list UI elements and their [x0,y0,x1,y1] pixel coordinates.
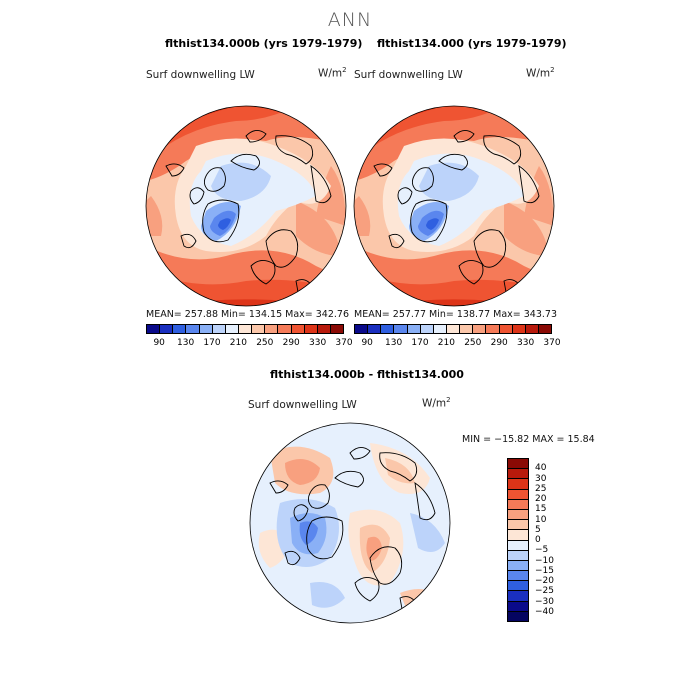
diff-polar-map [249,422,451,624]
colorbar-swatch [538,325,552,333]
colorbar-swatch [381,325,395,333]
diff-colorbar [507,458,529,622]
panel2-variable-label: Surf downwelling LW [354,69,463,81]
panel1-units-label: W/m2 [318,66,347,80]
colorbar-swatch [460,325,474,333]
diff-units-label: W/m2 [422,396,451,410]
colorbar-tick-label: 370 [335,338,353,348]
colorbar-swatch [508,469,528,480]
colorbar-swatch [508,459,528,470]
colorbar-tick-label: 130 [385,338,403,348]
colorbar-swatch [508,611,528,621]
diff-case-title: flthist134.000b - flthist134.000 [270,368,464,381]
colorbar-tick-label: 290 [490,338,508,348]
colorbar-tick-label: 290 [282,338,300,348]
colorbar-swatch [407,325,421,333]
diff-colorbar-ticks: 40 30 25 20 15 10 5 0 −5 −10 −15 −20 −25 −30 −40 [535,458,565,622]
colorbar-swatch [355,325,369,333]
colorbar-swatch [330,325,344,333]
colorbar-swatch [212,325,226,333]
colorbar-tick-label: −5 [535,545,549,556]
colorbar-tick-label: 20 [535,494,547,504]
panel2-polar-map [353,105,555,307]
colorbar-swatch [508,530,528,541]
colorbar-swatch [508,581,528,592]
colorbar-tick-label: 130 [177,338,195,348]
panel2-units-label: W/m2 [526,66,555,80]
colorbar-tick-label: 170 [411,338,429,348]
panel2-case-title: flthist134.000 (yrs 1979-1979) [377,37,567,50]
colorbar-swatch [147,325,161,333]
colorbar-tick-label: 210 [437,338,455,348]
colorbar-swatch [225,325,239,333]
colorbar-swatch [252,325,266,333]
colorbar-tick-label: 30 [535,473,547,484]
colorbar-tick-label: 90 [153,338,165,348]
colorbar-swatch [278,325,292,333]
colorbar-tick-label: 250 [256,338,274,348]
colorbar-swatch [160,325,174,333]
colorbar-swatch [473,325,487,333]
colorbar-swatch [265,325,279,333]
colorbar-tick-label: 250 [464,338,482,348]
colorbar-swatch [508,571,528,582]
panel1-colorbar [146,324,344,334]
colorbar-tick-label: −10 [535,555,554,566]
colorbar-tick-label: −20 [535,576,554,586]
colorbar-tick-label: 25 [535,483,547,494]
colorbar-swatch [199,325,213,333]
panel1-stats: MEAN= 257.88 Min= 134.15 Max= 342.76 [146,309,350,320]
panel1-polar-map [145,105,347,307]
colorbar-tick-label: −30 [535,596,554,607]
colorbar-swatch [291,325,305,333]
colorbar-tick-label: 210 [229,338,247,348]
colorbar-swatch [508,499,528,510]
colorbar-swatch [512,325,526,333]
colorbar-tick-label: 330 [309,338,327,348]
panel2-colorbar-ticks: 90 130 170 210 250 290 330 370 [354,338,560,350]
panel1-case-title: flthist134.000b (yrs 1979-1979) [165,37,363,50]
colorbar-swatch [508,550,528,561]
colorbar-swatch [433,325,447,333]
panel2-stats: MEAN= 257.77 Min= 138.77 Max= 343.73 [354,309,558,320]
panel2-colorbar [354,324,552,334]
colorbar-tick-label: 10 [535,514,547,525]
colorbar-swatch [508,489,528,500]
panel1-colorbar-ticks: 90 130 170 210 250 290 330 370 [146,338,352,350]
colorbar-tick-label: 5 [535,524,541,535]
colorbar-swatch [317,325,331,333]
colorbar-swatch [486,325,500,333]
colorbar-swatch [394,325,408,333]
colorbar-swatch [525,325,539,333]
colorbar-tick-label: 170 [203,338,221,348]
colorbar-swatch [508,509,528,521]
colorbar-tick-label: −15 [535,565,554,576]
colorbar-tick-label: 0 [535,535,541,545]
colorbar-tick-label: 330 [517,338,535,348]
colorbar-swatch [508,540,528,551]
colorbar-tick-label: 40 [535,463,547,474]
colorbar-swatch [508,591,528,602]
colorbar-swatch [420,325,434,333]
diff-variable-label: Surf downwelling LW [248,399,357,411]
colorbar-swatch [446,325,461,333]
colorbar-tick-label: −40 [535,606,554,617]
panel1-variable-label: Surf downwelling LW [146,69,255,81]
colorbar-swatch [499,325,513,333]
colorbar-swatch [508,601,528,612]
colorbar-tick-label: 15 [535,504,547,515]
colorbar-swatch [238,325,253,333]
colorbar-tick-label: 370 [543,338,561,348]
colorbar-swatch [508,560,528,572]
colorbar-swatch [173,325,187,333]
colorbar-swatch [508,479,528,490]
colorbar-tick-label: 90 [361,338,373,348]
colorbar-swatch [508,520,528,531]
main-title: ANN [327,9,373,31]
colorbar-tick-label: −25 [535,586,554,597]
colorbar-swatch [186,325,200,333]
colorbar-swatch [368,325,382,333]
colorbar-swatch [304,325,318,333]
diff-stats: MIN = −15.82 MAX = 15.84 [462,434,595,445]
